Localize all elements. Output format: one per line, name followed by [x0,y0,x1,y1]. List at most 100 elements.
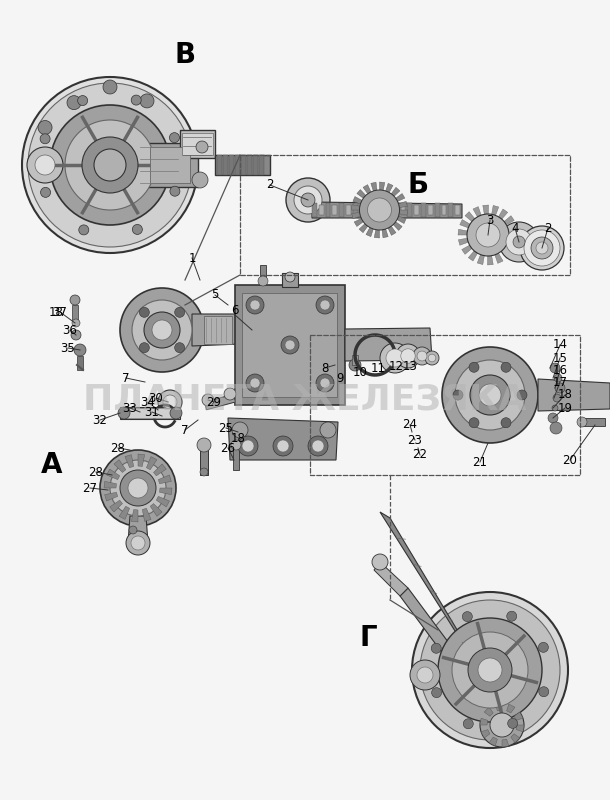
Text: 18: 18 [558,389,572,402]
Text: 8: 8 [321,362,329,374]
Text: 7: 7 [122,371,130,385]
Polygon shape [154,464,167,476]
Polygon shape [387,205,392,215]
Text: 21: 21 [473,455,487,469]
Bar [182,133,213,155]
Polygon shape [492,206,499,215]
Polygon shape [359,224,368,233]
Text: 14: 14 [553,338,567,351]
Circle shape [425,351,439,365]
Polygon shape [435,203,439,217]
Circle shape [520,226,564,270]
Circle shape [367,198,392,222]
Polygon shape [487,256,493,265]
Circle shape [469,418,479,428]
Polygon shape [160,488,172,494]
Text: Б: Б [407,171,429,199]
Text: 6: 6 [231,303,239,317]
Circle shape [224,388,236,400]
Polygon shape [394,203,398,217]
Polygon shape [480,718,488,725]
Circle shape [577,417,587,427]
Circle shape [501,418,511,428]
Polygon shape [481,730,490,738]
Polygon shape [105,492,118,501]
Polygon shape [110,500,123,512]
Polygon shape [128,516,148,543]
Polygon shape [507,704,515,713]
Polygon shape [375,230,379,238]
Circle shape [27,147,63,183]
Circle shape [152,320,172,340]
Polygon shape [131,510,138,522]
Polygon shape [501,249,511,258]
Circle shape [490,713,514,737]
Circle shape [200,468,208,476]
Circle shape [476,223,500,247]
Polygon shape [360,205,365,215]
Polygon shape [484,707,493,716]
Polygon shape [458,238,468,246]
Circle shape [386,349,404,367]
Text: Г: Г [359,624,377,652]
Circle shape [38,121,52,134]
Text: 10: 10 [353,366,367,378]
Text: 25: 25 [218,422,234,434]
Polygon shape [345,328,432,361]
Polygon shape [380,203,385,217]
Circle shape [410,660,440,690]
Text: 28: 28 [110,442,126,454]
Polygon shape [354,218,364,226]
Polygon shape [495,253,503,263]
Polygon shape [119,506,129,519]
Circle shape [232,422,248,438]
Bar [122,408,178,418]
Circle shape [554,374,562,382]
Text: 3: 3 [486,214,493,226]
Circle shape [463,718,473,729]
Circle shape [320,300,330,310]
Circle shape [196,141,208,153]
Polygon shape [442,205,447,215]
Polygon shape [114,460,126,473]
Circle shape [531,237,553,259]
Circle shape [550,422,562,434]
Circle shape [536,242,548,254]
Polygon shape [396,194,405,202]
Circle shape [285,340,295,350]
Text: 28: 28 [88,466,104,478]
Circle shape [452,632,528,708]
Polygon shape [366,227,373,237]
Circle shape [349,359,361,371]
Circle shape [71,330,81,340]
Circle shape [170,186,180,196]
Bar [150,147,190,183]
Polygon shape [125,454,134,468]
Text: 1: 1 [188,251,196,265]
Circle shape [40,134,50,144]
Bar [180,130,215,158]
Bar [242,293,337,397]
Circle shape [246,374,264,392]
Polygon shape [150,503,162,516]
Bar [77,356,83,370]
Polygon shape [504,216,514,225]
Bar [580,418,605,426]
Polygon shape [159,475,171,484]
Text: 16: 16 [553,363,567,377]
Polygon shape [339,203,344,217]
Text: 5: 5 [211,289,219,302]
Text: 31: 31 [145,406,159,418]
Circle shape [174,342,185,353]
Circle shape [412,592,568,748]
Polygon shape [319,205,323,215]
Circle shape [273,436,293,456]
Circle shape [132,300,192,360]
Circle shape [28,83,192,247]
Polygon shape [502,739,509,747]
Polygon shape [393,222,402,230]
Circle shape [508,718,518,728]
Circle shape [258,276,268,286]
Circle shape [82,137,138,193]
Polygon shape [373,205,378,215]
